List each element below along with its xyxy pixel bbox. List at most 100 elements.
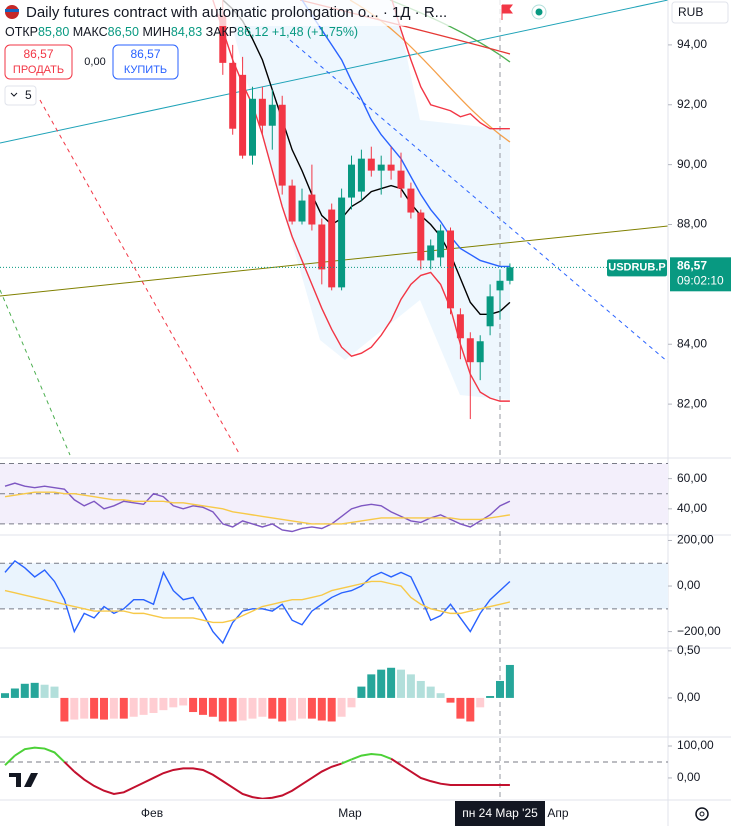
y-tick-label: 0,00 [677, 770, 701, 784]
x-axis-label: Мар [338, 806, 362, 820]
ohlc-label: ЗАКР [206, 25, 238, 39]
candle-body [456, 314, 464, 339]
histogram-bar [298, 697, 306, 719]
buy-price: 86,57 [130, 47, 160, 61]
series-line [4, 491, 511, 525]
histogram-bar [30, 682, 39, 698]
candle-body [476, 341, 484, 363]
settings-icon[interactable] [695, 807, 709, 821]
line-connector [341, 758, 352, 765]
interval-toggle[interactable] [4, 85, 37, 106]
histogram-bar [496, 680, 504, 698]
histogram-bar [307, 697, 316, 719]
histogram-bar [347, 697, 356, 708]
histogram-bar [278, 697, 287, 722]
candle-body [417, 212, 425, 261]
histogram-bar [327, 697, 336, 722]
histogram-bar [208, 697, 217, 717]
histogram-bar [426, 686, 435, 698]
chevron [10, 92, 18, 97]
candle-body [367, 158, 375, 171]
histogram-bar [248, 697, 257, 719]
y-tick-label: 82,00 [677, 396, 707, 410]
series-line [391, 0, 510, 130]
y-tick-label: 200,00 [677, 533, 714, 547]
currency-box[interactable] [671, 1, 729, 24]
candle-body [407, 188, 415, 213]
histogram-bar [139, 697, 148, 715]
candle-body [288, 185, 296, 222]
histogram-bar [406, 674, 415, 698]
flag-icon[interactable] [501, 4, 513, 20]
trend-line [0, 289, 71, 456]
y-tick-label: 94,00 [677, 37, 707, 51]
y-tick-label: 0,00 [677, 690, 701, 704]
candle-body [496, 280, 504, 291]
trend-line [289, 39, 668, 363]
trend-line [39, 99, 241, 456]
title: Daily futures contract with automatic pr… [26, 4, 447, 21]
histogram-bar [149, 697, 158, 713]
candle-body [278, 104, 286, 186]
currency: RUB [678, 5, 703, 19]
histogram-bar [367, 674, 376, 698]
candle-body [348, 164, 355, 198]
histogram-bar [199, 697, 207, 715]
ohlc-value: 84,83 [171, 25, 202, 39]
spread: 0,00 [84, 56, 105, 68]
candle-body [506, 267, 514, 281]
candle-body [447, 230, 454, 309]
candle-body [258, 98, 266, 126]
panel [0, 746, 668, 799]
histogram-bar [476, 697, 485, 708]
y-tick-label: 40,00 [677, 501, 707, 515]
histogram-bar [466, 697, 475, 722]
symbol-box [607, 259, 667, 277]
y-tick-label: 0,50 [677, 643, 701, 657]
candle-body [249, 98, 256, 156]
series-line [14, 746, 66, 763]
histogram-bar [505, 664, 514, 698]
candle-body [486, 296, 494, 327]
histogram-bar [10, 688, 19, 698]
histogram-bar [50, 686, 59, 698]
countdown: 09:02:10 [677, 273, 724, 287]
candle-body [427, 245, 435, 261]
candle-body [437, 230, 445, 258]
ohlc-label: ОТКР [5, 25, 38, 39]
histogram-bar [1, 693, 9, 698]
histogram-bar [436, 693, 445, 698]
header-bg [0, 0, 520, 26]
series-line [351, 752, 392, 761]
y-tick-label: 90,00 [677, 157, 707, 171]
histogram-bar [20, 683, 29, 698]
histogram-bar [387, 667, 396, 698]
buy-button[interactable] [112, 44, 179, 80]
series-line [301, 0, 510, 268]
histogram-bar [397, 669, 405, 698]
histogram-bar [238, 697, 247, 721]
histogram-bar [119, 697, 128, 719]
histogram-bar [70, 697, 79, 720]
histogram-bar [100, 697, 108, 720]
candle-body [219, 14, 227, 63]
histogram-bar [486, 696, 495, 698]
candle-body [357, 158, 365, 192]
histogram-bar [456, 697, 465, 719]
y-tick-label: 84,00 [677, 336, 707, 350]
ohlc-value: 86,12 [237, 25, 268, 39]
histogram-bar [90, 697, 99, 719]
histogram-bar [446, 697, 455, 703]
sell-label: ПРОДАТЬ [13, 64, 64, 76]
candle-body [308, 194, 316, 225]
sell-button[interactable] [4, 44, 73, 80]
symbol-icon [5, 9, 19, 12]
level-band [0, 563, 668, 609]
y-tick-label: −200,00 [677, 624, 721, 638]
histogram-bar [80, 697, 89, 719]
histogram-bar [159, 697, 168, 711]
histogram-bar [218, 697, 227, 722]
x-axis-label: Апр [547, 806, 569, 820]
